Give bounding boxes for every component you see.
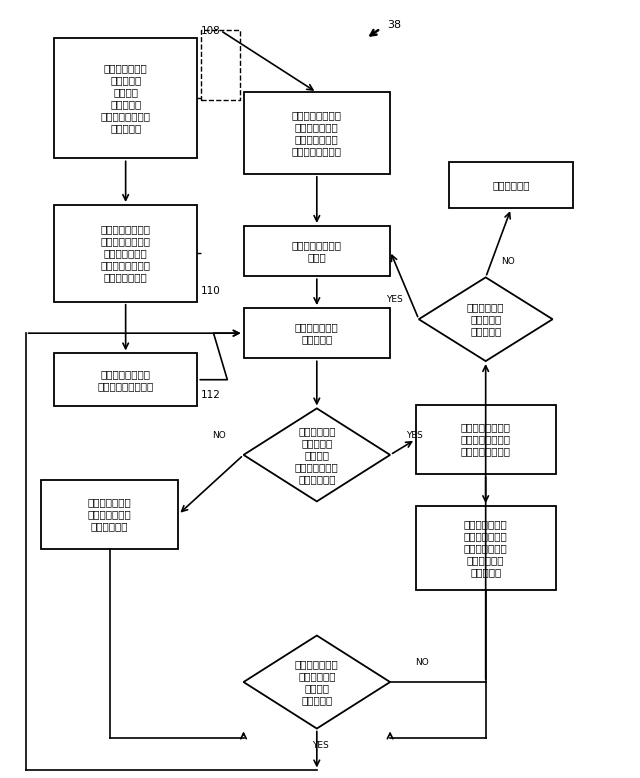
Text: NO: NO bbox=[415, 658, 429, 668]
FancyBboxPatch shape bbox=[449, 162, 573, 209]
Text: 110: 110 bbox=[200, 286, 220, 296]
FancyBboxPatch shape bbox=[415, 506, 556, 590]
Text: 最小角度を成す
小面を単体表面
モデル及び待ち
行列に加え、
他は捨てる: 最小角度を成す 小面を単体表面 モデル及び待ち 行列に加え、 他は捨てる bbox=[464, 519, 508, 577]
Text: 単体表面を有する
モデルを表示／保存: 単体表面を有する モデルを表示／保存 bbox=[97, 369, 154, 391]
Text: 縁はアルファ
シェイプの
他の一つ
よりも多い他の
小面と共有？: 縁はアルファ シェイプの 他の一つ よりも多い他の 小面と共有？ bbox=[295, 426, 339, 484]
Text: YES: YES bbox=[386, 296, 403, 304]
Text: 特定したアルファ
シェルの小面から
開始して、単体
表面を有する幾何
学モデルを生成: 特定したアルファ シェルの小面から 開始して、単体 表面を有する幾何 学モデルを… bbox=[100, 224, 150, 282]
Text: 選択された小面
に解析すべき
他の縁が
存在する？: 選択された小面 に解析すべき 他の縁が 存在する？ bbox=[295, 659, 339, 705]
Text: YES: YES bbox=[406, 431, 422, 440]
Polygon shape bbox=[244, 636, 390, 728]
Polygon shape bbox=[419, 278, 552, 361]
FancyBboxPatch shape bbox=[244, 93, 390, 173]
FancyBboxPatch shape bbox=[415, 405, 556, 475]
Text: 選択された小面と
隣接する各小面と
の間の角度を計算: 選択された小面と 隣接する各小面と の間の角度を計算 bbox=[461, 422, 511, 457]
Text: 特定された各小面
を生成中の単体
表面モデル及び
待ち行列に加える: 特定された各小面 を生成中の単体 表面モデル及び 待ち行列に加える bbox=[292, 110, 342, 156]
Text: 生成プロセスを
開始すべき
アルファ
シェイプの
少なくとも一つの
小面を特定: 生成プロセスを 開始すべき アルファ シェイプの 少なくとも一つの 小面を特定 bbox=[100, 63, 150, 133]
Text: 待ち行列から小面
を選択: 待ち行列から小面 を選択 bbox=[292, 240, 342, 262]
Polygon shape bbox=[244, 408, 390, 501]
Text: NO: NO bbox=[501, 258, 515, 266]
Text: 108: 108 bbox=[200, 26, 220, 37]
Text: 小面を単体表面
モデル及び待ち
行列に加える: 小面を単体表面 モデル及び待ち 行列に加える bbox=[88, 498, 132, 531]
FancyBboxPatch shape bbox=[244, 308, 390, 359]
FancyBboxPatch shape bbox=[54, 353, 197, 406]
FancyBboxPatch shape bbox=[41, 481, 178, 548]
FancyBboxPatch shape bbox=[54, 38, 197, 159]
Text: NO: NO bbox=[212, 431, 226, 440]
Text: 待ち行列中に
他の小面が
存在する？: 待ち行列中に 他の小面が 存在する？ bbox=[467, 302, 504, 336]
FancyBboxPatch shape bbox=[54, 205, 197, 302]
FancyBboxPatch shape bbox=[244, 226, 390, 276]
Text: 112: 112 bbox=[200, 391, 220, 401]
Text: 選択された小面
の縁を選択: 選択された小面 の縁を選択 bbox=[295, 322, 339, 344]
Text: 38: 38 bbox=[387, 19, 401, 30]
Text: YES: YES bbox=[312, 741, 328, 750]
Text: プロセス終了: プロセス終了 bbox=[492, 180, 530, 190]
